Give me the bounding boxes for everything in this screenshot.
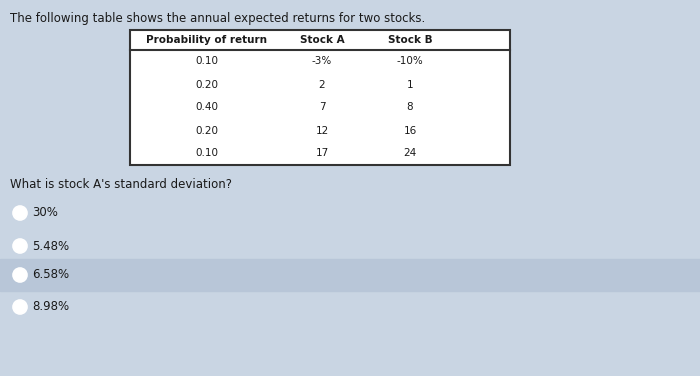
Text: 1: 1 <box>407 79 413 89</box>
Text: Probability of return: Probability of return <box>146 35 267 45</box>
Text: 7: 7 <box>318 103 326 112</box>
Text: Stock A: Stock A <box>300 35 344 45</box>
Text: -10%: -10% <box>397 56 424 67</box>
Text: 8: 8 <box>407 103 413 112</box>
Text: 8.98%: 8.98% <box>32 300 69 314</box>
Text: -3%: -3% <box>312 56 332 67</box>
Text: 12: 12 <box>316 126 328 135</box>
Text: The following table shows the annual expected returns for two stocks.: The following table shows the annual exp… <box>10 12 426 25</box>
Text: 24: 24 <box>403 149 416 159</box>
Text: 0.20: 0.20 <box>195 79 218 89</box>
Text: 0.20: 0.20 <box>195 126 218 135</box>
Text: 30%: 30% <box>32 206 58 220</box>
Text: 0.40: 0.40 <box>195 103 218 112</box>
Text: 0.10: 0.10 <box>195 56 218 67</box>
Text: 6.58%: 6.58% <box>32 268 69 282</box>
Circle shape <box>13 239 27 253</box>
Text: 16: 16 <box>403 126 416 135</box>
Text: 2: 2 <box>318 79 326 89</box>
Text: 5.48%: 5.48% <box>32 240 69 253</box>
Text: 0.10: 0.10 <box>195 149 218 159</box>
Bar <box>130 30 510 165</box>
Circle shape <box>13 300 27 314</box>
Circle shape <box>13 268 27 282</box>
Text: Stock B: Stock B <box>388 35 433 45</box>
Text: What is stock A's standard deviation?: What is stock A's standard deviation? <box>10 178 232 191</box>
Bar <box>0 259 700 291</box>
Circle shape <box>13 206 27 220</box>
Text: 17: 17 <box>316 149 328 159</box>
